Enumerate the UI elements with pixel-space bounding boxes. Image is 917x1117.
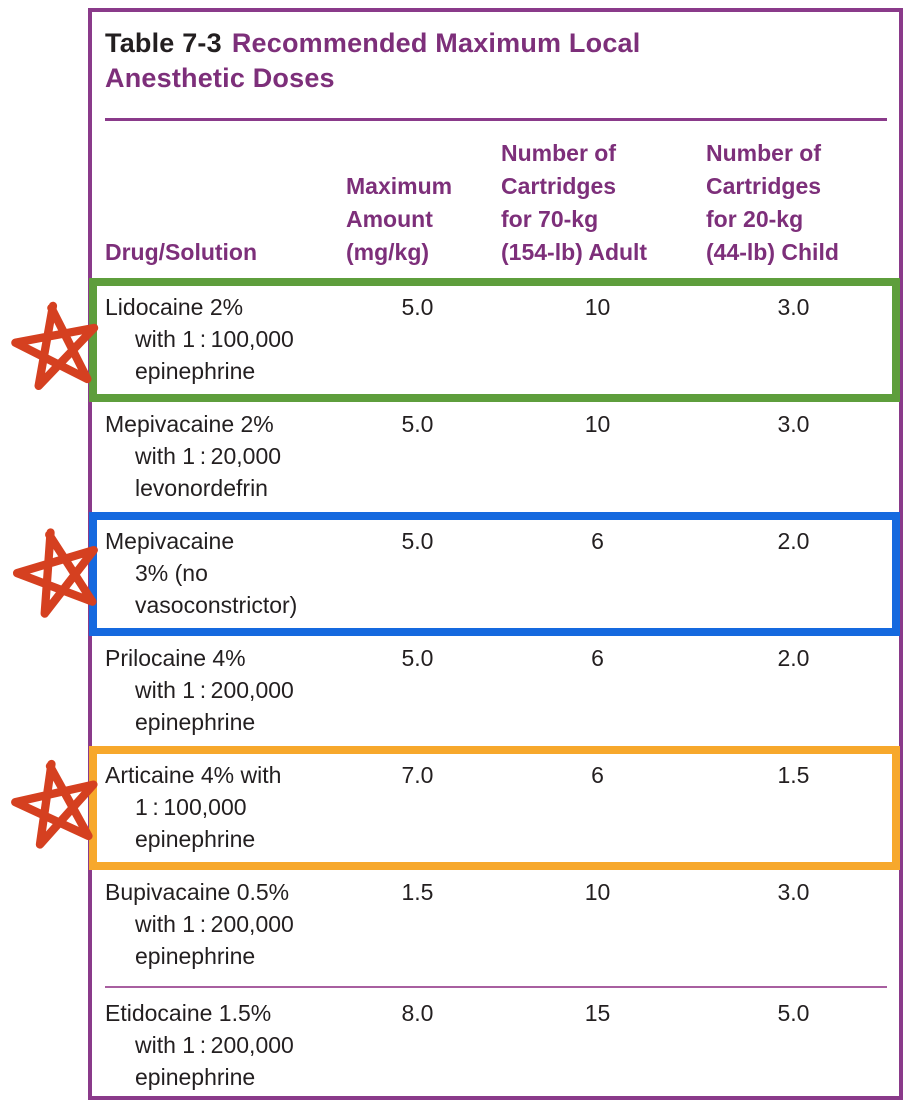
table-title: Table 7-3 Recommended Maximum Local Anest… <box>105 26 705 96</box>
red-star-annotation <box>3 518 115 630</box>
col-header-cartridges-child: Number of Cartridges for 20-kg (44-lb) C… <box>706 140 839 265</box>
table-row-prilocaine: Prilocaine 4% with 1 : 200,000 epinephri… <box>105 633 887 750</box>
red-star-annotation <box>5 296 109 400</box>
adult-cartridges-value: 6 <box>591 645 604 671</box>
adult-cartridges-value: 15 <box>584 1000 611 1026</box>
max-amount-value: 5.0 <box>401 411 434 437</box>
table-row-articaine: Articaine 4% with 1 : 100,000 epinephrin… <box>89 746 900 870</box>
child-cartridges-value: 3.0 <box>777 411 810 437</box>
max-amount-value: 1.5 <box>401 879 434 905</box>
adult-cartridges-value: 10 <box>584 411 611 437</box>
max-amount-value: 5.0 <box>401 294 434 320</box>
drug-name: Articaine 4% with 1 : 100,000 epinephrin… <box>105 762 282 852</box>
drug-name: Etidocaine 1.5% with 1 : 200,000 epineph… <box>105 1000 294 1090</box>
table-body: Lidocaine 2% with 1 : 100,000 epinephrin… <box>89 278 900 1103</box>
star-icon <box>11 759 98 849</box>
table-title-text: Recommended Maximum Local Anesthetic Dos… <box>105 28 641 93</box>
child-cartridges-value: 1.5 <box>777 762 810 788</box>
child-cartridges-value: 5.0 <box>777 1000 810 1026</box>
adult-cartridges-value: 6 <box>591 762 604 788</box>
child-cartridges-value: 2.0 <box>777 528 810 554</box>
table-number: Table 7-3 <box>105 28 222 58</box>
col-header-drug-solution: Drug/Solution <box>105 239 258 265</box>
max-amount-value: 8.0 <box>401 1000 434 1026</box>
adult-cartridges-value: 10 <box>584 294 611 320</box>
star-icon <box>12 528 98 618</box>
title-divider <box>105 118 887 121</box>
child-cartridges-value: 3.0 <box>777 879 810 905</box>
max-amount-value: 5.0 <box>401 528 434 554</box>
adult-cartridges-value: 6 <box>591 528 604 554</box>
col-header-maximum-amount: Maximum Amount (mg/kg) <box>346 173 453 265</box>
table-row-bupivacaine: Bupivacaine 0.5% with 1 : 200,000 epinep… <box>105 867 887 984</box>
table-row-lidocaine: Lidocaine 2% with 1 : 100,000 epinephrin… <box>89 278 900 402</box>
table-row-mepivacaine-3pct: Mepivacaine 3% (no vasoconstrictor) 5.0 … <box>89 512 900 636</box>
col-header-cartridges-adult: Number of Cartridges for 70-kg (154-lb) … <box>501 140 648 265</box>
drug-name: Mepivacaine 2% with 1 : 20,000 levonorde… <box>105 411 282 501</box>
max-amount-value: 5.0 <box>401 645 434 671</box>
table-row-mepivacaine-2pct: Mepivacaine 2% with 1 : 20,000 levonorde… <box>105 399 887 516</box>
star-icon <box>11 301 99 391</box>
drug-name: Prilocaine 4% with 1 : 200,000 epinephri… <box>105 645 294 735</box>
table-header-row: Drug/Solution Maximum Amount (mg/kg) Num… <box>105 137 887 269</box>
child-cartridges-value: 3.0 <box>777 294 810 320</box>
adult-cartridges-value: 10 <box>584 879 611 905</box>
drug-name: Lidocaine 2% with 1 : 100,000 epinephrin… <box>105 294 294 384</box>
red-star-annotation <box>4 753 111 860</box>
child-cartridges-value: 2.0 <box>777 645 810 671</box>
drug-name: Mepivacaine 3% (no vasoconstrictor) <box>105 528 298 618</box>
table-row-etidocaine: Etidocaine 1.5% with 1 : 200,000 epineph… <box>105 986 887 1103</box>
drug-name: Bupivacaine 0.5% with 1 : 200,000 epinep… <box>105 879 294 969</box>
anesthetic-doses-table: Table 7-3 Recommended Maximum Local Anest… <box>88 8 903 1100</box>
max-amount-value: 7.0 <box>401 762 434 788</box>
